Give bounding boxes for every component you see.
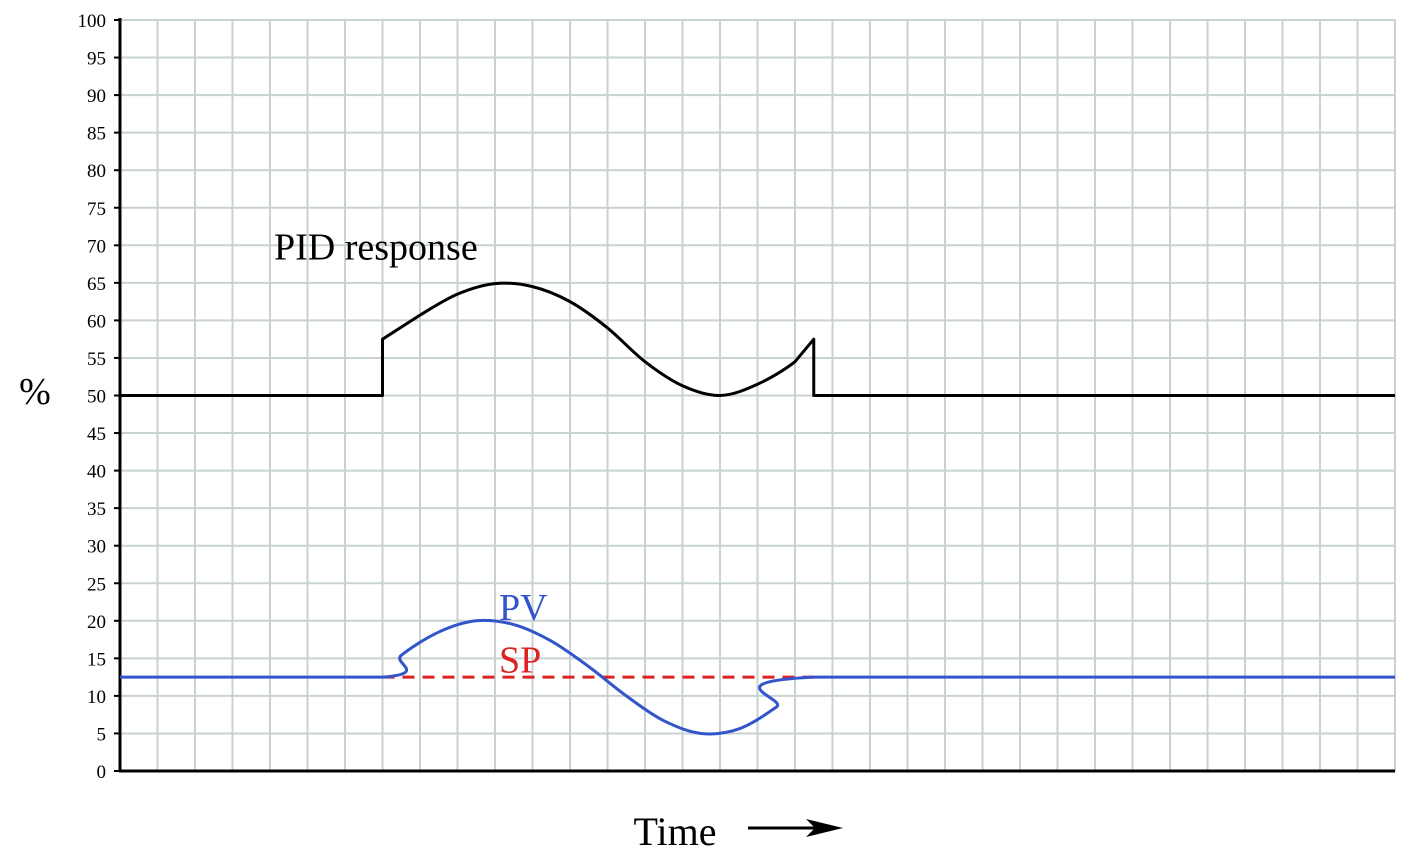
y-tick-label: 40 — [87, 462, 106, 483]
y-tick-label: 95 — [87, 49, 106, 70]
annotation-pv: PV — [499, 587, 548, 629]
y-tick-label: 100 — [78, 11, 107, 32]
y-tick-label: 50 — [87, 387, 106, 408]
annotation-sp: SP — [499, 639, 541, 681]
series-lines — [120, 281, 1395, 736]
y-tick-label: 45 — [87, 424, 106, 445]
annotations: PID response PV SP — [274, 226, 548, 681]
y-tick-label: 70 — [87, 236, 106, 257]
y-tick-label: 15 — [87, 649, 106, 670]
y-tick-label: 65 — [87, 274, 106, 295]
y-tick-label: 60 — [87, 311, 106, 332]
y-tick-label: 75 — [87, 199, 106, 220]
x-axis-label: Time — [633, 809, 716, 854]
y-tick-labels: 0 5 10 15 20 25 30 35 40 45 50 55 60 65 70 75 80 85 90 95 10… — [78, 11, 120, 783]
y-tick-label: 25 — [87, 574, 106, 595]
y-tick-label: 10 — [87, 687, 106, 708]
x-axis-arrow-head — [806, 819, 843, 837]
y-axis-label: % — [19, 371, 51, 413]
annotation-pid: PID response — [274, 226, 478, 268]
y-tick-label: 5 — [97, 724, 107, 745]
y-tick-label: 30 — [87, 537, 106, 558]
y-tick-label: 0 — [97, 762, 107, 783]
y-tick-label: 90 — [87, 86, 106, 107]
x-axis-arrow — [748, 819, 843, 837]
y-tick-label: 55 — [87, 349, 106, 370]
series-line-pid-response — [120, 281, 1395, 398]
y-tick-label: 35 — [87, 499, 106, 520]
series-line-pv — [120, 618, 1395, 736]
y-tick-label: 80 — [87, 161, 106, 182]
grid — [120, 19, 1396, 771]
y-tick-label: 85 — [87, 124, 106, 145]
y-tick-label: 20 — [87, 612, 106, 633]
